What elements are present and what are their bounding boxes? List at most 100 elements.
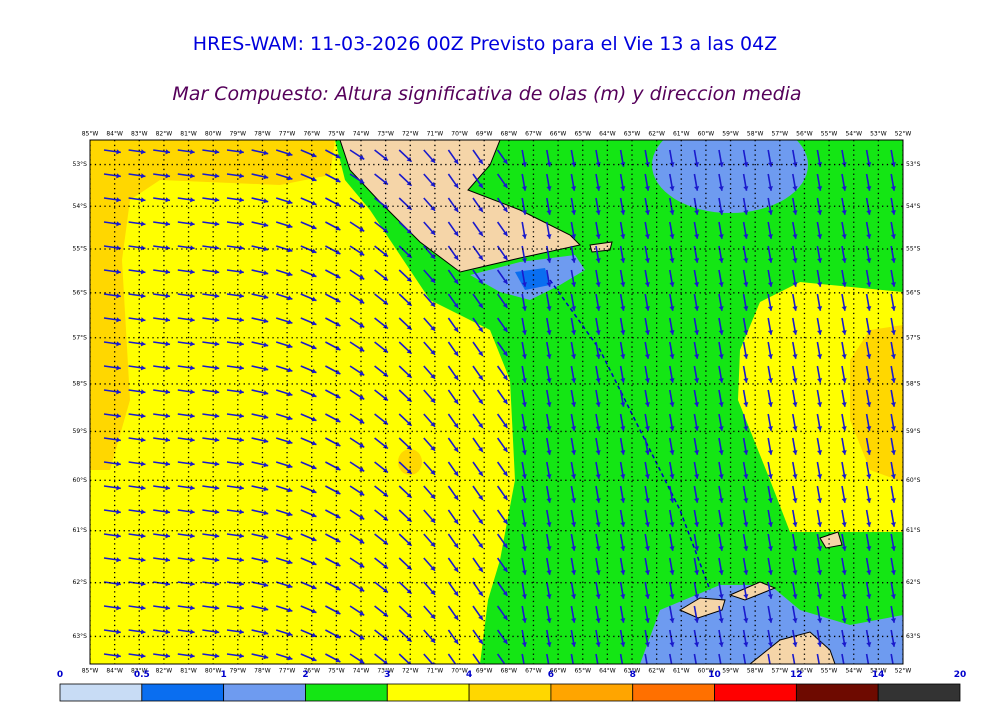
arrow-head — [644, 474, 650, 479]
arrow-head — [817, 282, 823, 287]
arrow-head — [239, 365, 244, 371]
arrow-head — [669, 282, 675, 287]
colorbar-cell — [632, 683, 715, 702]
arrow-head — [430, 493, 436, 499]
arrow-head — [116, 245, 121, 251]
lat-label: 58°S — [73, 380, 88, 387]
arrow-head — [335, 273, 341, 279]
arrow-head — [453, 422, 459, 428]
arrow-head — [453, 470, 459, 476]
arrow-head — [359, 322, 365, 328]
arrow-head — [546, 258, 552, 263]
arrow-head — [546, 570, 552, 575]
arrow-head — [478, 326, 483, 332]
arrow-head — [430, 613, 436, 619]
arrow-head — [767, 426, 773, 431]
arrow-head — [453, 350, 459, 356]
arrow-head — [140, 581, 146, 587]
arrow-head — [890, 306, 896, 311]
arrow-head — [239, 413, 244, 419]
arrow-head — [595, 594, 601, 599]
arrow-head — [890, 282, 896, 287]
arrow-head — [841, 282, 847, 287]
lon-label: 65°W — [574, 131, 591, 138]
arrow-head — [866, 546, 872, 551]
arrow-head — [453, 494, 459, 500]
arrow-head — [406, 252, 412, 258]
arrow-shaft — [767, 653, 771, 664]
arrow-head — [644, 594, 650, 599]
arrow-head — [718, 330, 724, 335]
arrow-head — [165, 653, 171, 659]
arrow-head — [382, 611, 388, 617]
arrow-head — [817, 546, 823, 551]
arrow-head — [546, 498, 552, 503]
arrow-head — [140, 653, 146, 659]
arrow-head — [792, 546, 798, 551]
arrow-head — [335, 417, 341, 423]
arrow-head — [453, 542, 459, 548]
arrow-shaft — [521, 653, 525, 664]
arrow-head — [521, 282, 527, 287]
arrow-head — [359, 370, 365, 376]
arrow-head — [521, 570, 527, 575]
arrow-head — [890, 546, 896, 551]
arrow-head — [620, 354, 626, 359]
arrow-head — [817, 498, 823, 503]
arrow-head — [478, 566, 483, 572]
arrow-head — [311, 344, 317, 350]
sea-4-6 — [850, 325, 903, 482]
arrow-head — [239, 581, 244, 587]
arrow-head — [890, 594, 896, 599]
colorbar-cell — [550, 683, 634, 702]
arrow-head — [214, 653, 220, 659]
arrow-head — [311, 320, 317, 326]
arrow-head — [571, 354, 577, 359]
arrow-head — [116, 269, 121, 275]
lon-label: 74°W — [353, 668, 370, 675]
arrow-head — [287, 607, 293, 613]
arrow-head — [546, 426, 552, 431]
arrow-head — [311, 224, 317, 230]
arrow-head — [890, 426, 896, 431]
arrow-head — [190, 653, 195, 659]
lon-label: 67°W — [525, 131, 542, 138]
arrow-head — [571, 162, 577, 167]
arrow-head — [694, 450, 700, 455]
track — [549, 279, 711, 591]
arrow-head — [595, 258, 601, 263]
arrow-head — [359, 658, 365, 664]
arrow-head — [263, 534, 269, 540]
arrow-head — [620, 522, 626, 527]
arrow-head — [521, 522, 527, 527]
arrow-head — [841, 234, 847, 239]
arrow-head — [817, 234, 823, 239]
colorbar-label: 4 — [466, 670, 472, 680]
lon-label: 68°W — [501, 668, 518, 675]
arrow-head — [502, 302, 508, 308]
arrow-head — [116, 605, 121, 611]
arrow-head — [430, 541, 436, 547]
arrow-head — [478, 470, 483, 476]
arrow-head — [214, 557, 220, 563]
arrow-head — [214, 485, 220, 491]
lat-label: 62°S — [906, 579, 921, 586]
arrow-head — [287, 343, 293, 349]
lat-label: 53°S — [906, 161, 921, 168]
arrow-head — [718, 474, 724, 479]
arrow-head — [767, 450, 773, 455]
arrow-head — [430, 421, 436, 427]
arrow-head — [359, 610, 365, 616]
lon-label: 53°W — [870, 131, 887, 138]
arrow-head — [890, 234, 896, 239]
arrow-head — [406, 300, 412, 306]
colorbar-cell — [795, 683, 879, 702]
arrow-head — [694, 378, 700, 383]
arrow-head — [792, 234, 798, 239]
arrow-head — [890, 162, 896, 167]
arrow-head — [165, 437, 171, 443]
arrow-head — [359, 202, 365, 208]
arrow-head — [644, 210, 650, 215]
arrow-head — [335, 657, 341, 663]
arrow-head — [335, 177, 341, 183]
